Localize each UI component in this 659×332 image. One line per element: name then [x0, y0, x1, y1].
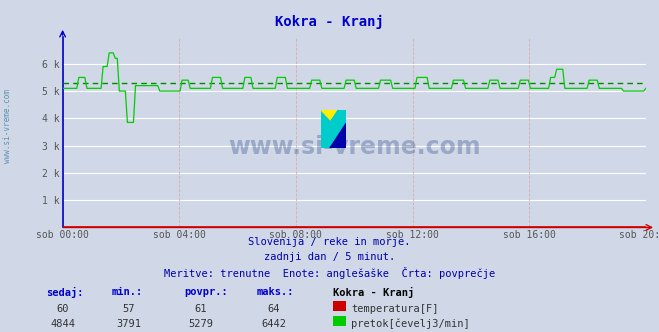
Text: maks.:: maks.:	[257, 287, 295, 297]
Text: Kokra - Kranj: Kokra - Kranj	[333, 287, 414, 298]
Text: 6442: 6442	[261, 319, 286, 329]
Text: zadnji dan / 5 minut.: zadnji dan / 5 minut.	[264, 252, 395, 262]
Text: 57: 57	[123, 304, 134, 314]
Text: www.si-vreme.com: www.si-vreme.com	[228, 135, 480, 159]
Text: 3791: 3791	[116, 319, 141, 329]
Text: 5279: 5279	[188, 319, 214, 329]
Text: www.si-vreme.com: www.si-vreme.com	[3, 89, 13, 163]
Text: Meritve: trenutne  Enote: anglešaške  Črta: povprečje: Meritve: trenutne Enote: anglešaške Črta…	[164, 267, 495, 279]
Polygon shape	[321, 110, 346, 148]
Polygon shape	[321, 110, 346, 148]
Text: 60: 60	[57, 304, 69, 314]
Text: 61: 61	[195, 304, 207, 314]
Text: Slovenija / reke in morje.: Slovenija / reke in morje.	[248, 237, 411, 247]
Text: 4844: 4844	[50, 319, 75, 329]
Text: sedaj:: sedaj:	[46, 287, 84, 298]
Text: temperatura[F]: temperatura[F]	[351, 304, 439, 314]
Text: Kokra - Kranj: Kokra - Kranj	[275, 15, 384, 29]
Text: min.:: min.:	[112, 287, 143, 297]
Text: 64: 64	[268, 304, 279, 314]
Text: pretok[čevelj3/min]: pretok[čevelj3/min]	[351, 319, 470, 329]
Text: povpr.:: povpr.:	[185, 287, 228, 297]
Polygon shape	[321, 110, 346, 136]
Polygon shape	[328, 121, 346, 148]
